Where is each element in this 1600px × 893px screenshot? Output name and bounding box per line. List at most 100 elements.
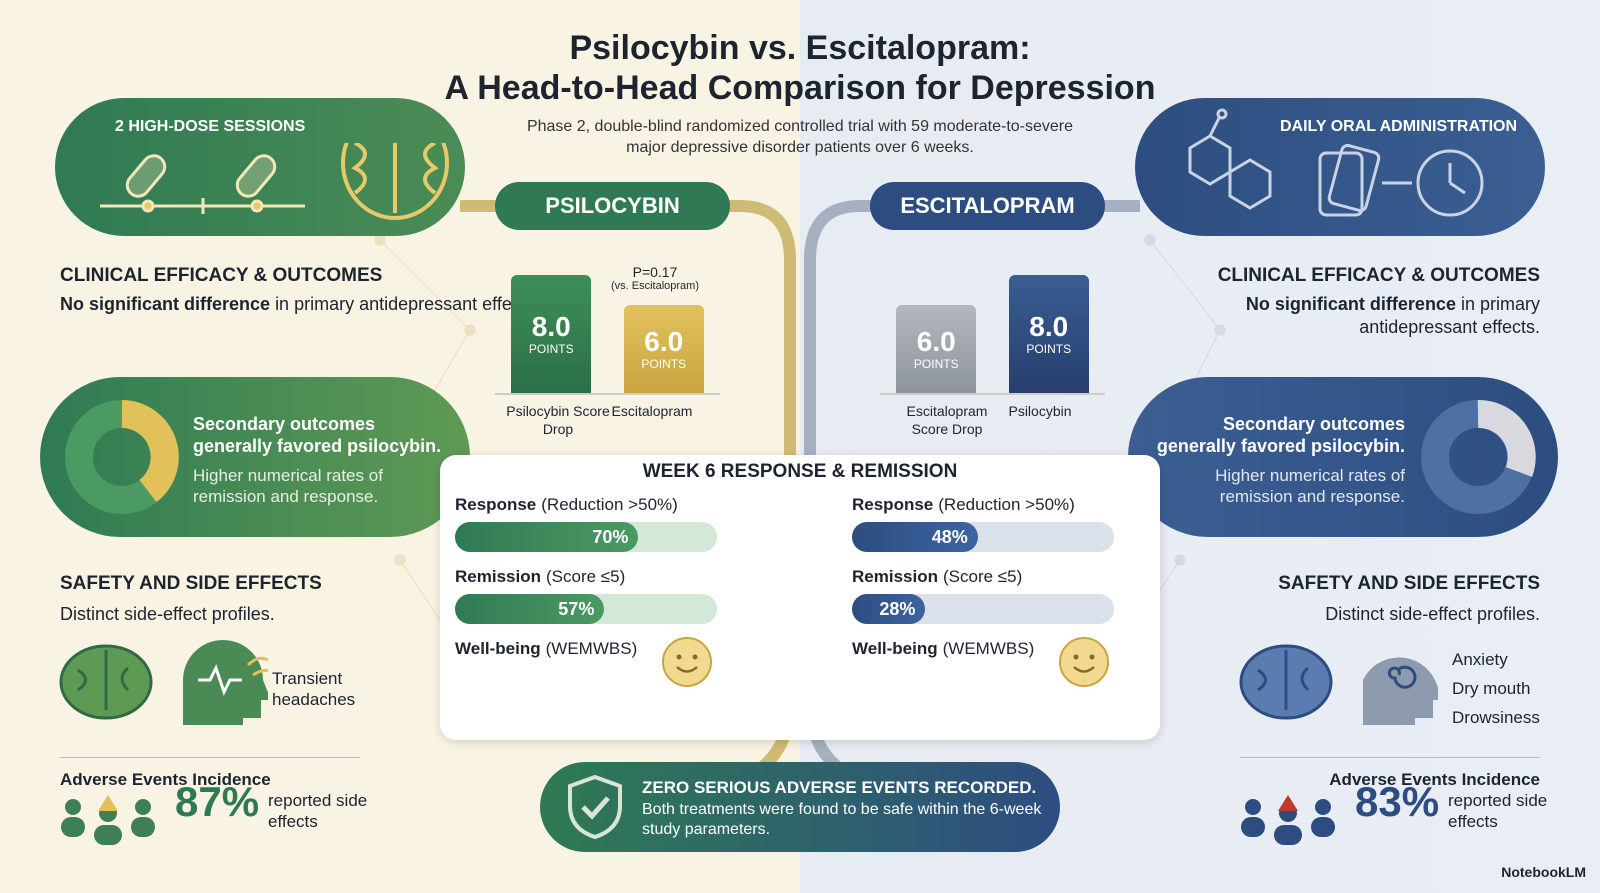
donut [65,400,179,514]
bar-name: Psilocybin [1008,403,1072,419]
row-detail: (Reduction >50%) [938,495,1075,514]
bar-name: Escitalopram Score Drop [906,403,988,437]
score-chart: 8.0 POINTS 6.0 POINTS [495,260,720,395]
bar-track: 48% [852,522,1114,552]
row-label-bold: Response [455,495,537,514]
row-label: Well-being (WEMWBS) [455,639,637,659]
row-label-bold: Well-being [455,639,541,658]
bar-label: 6.0 [644,325,684,357]
row-label-bold: Remission [852,567,938,586]
bar-name: Escitalopram [611,403,693,419]
text: Distinct side-effect profiles. [60,604,275,624]
text: Both treatments were found to be safe wi… [642,801,1042,838]
safety: SAFETY AND SIDE EFFECTS Distinct side-ef… [60,573,322,626]
score-chart: 6.0 POINTS 8.0 POINTS [880,260,1105,395]
bar-label: 70% [592,527,629,547]
smiley-icon [1059,637,1109,687]
bar-label: 8.0 [1029,311,1069,343]
divider [60,757,360,758]
heading: SAFETY AND SIDE EFFECTS [60,573,322,594]
row-label: Well-being (WEMWBS) [852,639,1034,659]
title-line: A Head-to-Head Comparison for Depression [444,69,1156,107]
bar: 57% [455,594,605,624]
side-effect: Drowsiness [1452,708,1540,727]
p-value: P=0.17 (vs. Escitalopram) [600,264,710,292]
text: in primary antidepressant effects. [275,294,540,314]
row-detail: (Score ≤5) [942,567,1023,586]
divider [1240,757,1540,758]
bar-label: 48% [931,527,968,547]
bold-text: No significant difference [60,294,271,314]
row-label: Remission (Score ≤5) [852,567,1022,587]
bar: 28% [852,594,926,624]
score-bar: 6.0 POINTS [623,304,704,393]
secondary-band: Secondary outcomes generally favored psi… [40,377,470,537]
row-detail: (WEMWBS) [942,639,1035,658]
p-value-text: P=0.17 [632,264,678,280]
heading: SAFETY AND SIDE EFFECTS [1278,573,1540,594]
donut [1421,400,1536,514]
people-icon [1241,795,1335,845]
row-label-bold: Response [852,495,934,514]
people-icon [61,795,155,845]
bar-unit: POINTS [528,342,574,357]
bar-unit: POINTS [913,356,959,371]
row-detail: (Reduction >50%) [541,495,678,514]
banner-text: 2 HIGH-DOSE SESSIONS [115,118,306,135]
text: in primary antidepressant effects. [1359,294,1540,337]
brand: NotebookLM [1501,864,1586,880]
side-effect: Dry mouth [1452,679,1531,698]
card-title: WEEK 6 RESPONSE & REMISSION [642,461,958,482]
efficacy: CLINICAL EFFICACY & OUTCOMES No signific… [60,265,540,316]
score-bar: 8.0 POINTS [511,275,592,393]
heading: CLINICAL EFFICACY & OUTCOMES [1217,265,1540,286]
pill: PSILOCYBIN [495,182,730,230]
heading: Secondary outcomes generally favored psi… [1156,414,1405,456]
heading: ZERO SERIOUS ADVERSE EVENTS RECORDED. [642,778,1037,797]
safety: SAFETY AND SIDE EFFECTS Distinct side-ef… [1220,573,1540,626]
text: reported side effects [268,791,368,831]
score-bar: 8.0 POINTS [1008,275,1089,393]
row-detail: (Score ≤5) [545,567,626,586]
heading: CLINICAL EFFICACY & OUTCOMES [60,265,383,286]
secondary-band: Secondary outcomes generally favored psi… [1128,377,1558,537]
bar-track: 57% [455,594,717,624]
text: reported side effects [1448,791,1548,831]
heading: Adverse Events Incidence [60,770,271,789]
bold-text: No significant difference [1245,294,1456,314]
row-label: Remission (Score ≤5) [455,567,625,587]
banner: DAILY ORAL ADMINISTRATION [1135,98,1545,236]
heading: Secondary outcomes generally favored psi… [193,414,442,456]
safety-icons [59,640,268,725]
row-label-bold: Remission [455,567,541,586]
safety-icons [1239,644,1438,725]
text: Distinct side-effect profiles. [1325,604,1540,624]
banner-text: DAILY ORAL ADMINISTRATION [1280,118,1518,135]
row-label: Response (Reduction >50%) [852,495,1075,515]
smiley-icon [662,637,712,687]
title-line: Psilocybin vs. Escitalopram: [569,29,1031,67]
icons [100,143,449,220]
row-label: Response (Reduction >50%) [455,495,678,515]
bar-label: 6.0 [916,325,956,357]
bar-name: Psilocybin Score Drop [506,403,610,437]
subtitle: Phase 2, double-blind randomized control… [526,118,1074,156]
p-note: (vs. Escitalopram) [610,280,700,292]
efficacy: CLINICAL EFFICACY & OUTCOMES No signific… [1200,265,1540,339]
incidence: 83% [1355,778,1440,825]
text: Higher numerical rates of remission and … [1215,466,1405,506]
pill: ESCITALOPRAM [870,182,1105,230]
bar-track: 28% [852,594,1114,624]
score-bar: 6.0 POINTS [896,304,977,393]
bar-unit: POINTS [1026,342,1072,357]
bar-label: 8.0 [531,311,571,343]
footer-banner: ZERO SERIOUS ADVERSE EVENTS RECORDED. Bo… [540,762,1060,852]
side-effects: Anxiety Dry mouth Drowsiness [1452,645,1540,732]
bar: 70% [455,522,639,552]
side-effect: Transient headaches [272,669,356,709]
week6-card: WEEK 6 RESPONSE & REMISSION Response (Red… [440,455,1160,740]
incidence: 87% [175,778,260,825]
side-effect: Anxiety [1452,650,1508,669]
row-label-bold: Well-being [852,639,938,658]
